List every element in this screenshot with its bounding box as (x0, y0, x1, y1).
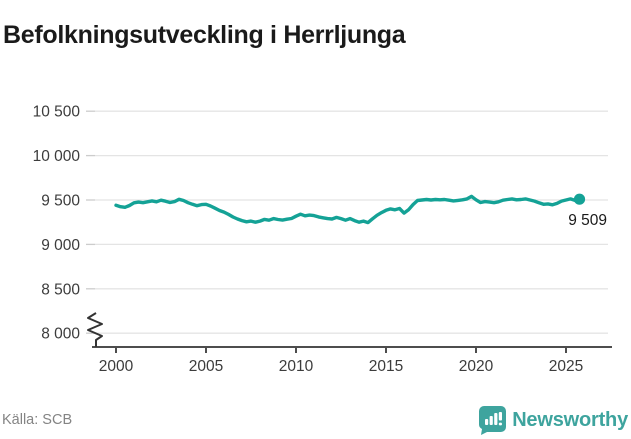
source-label: Källa: SCB (2, 412, 73, 428)
chart-title: Befolkningsutveckling i Herrljunga (3, 20, 406, 49)
x-tick-label: 2020 (459, 358, 494, 375)
newsworthy-logo-link[interactable]: Newsworthy (479, 405, 628, 435)
y-tick-label: 9 500 (41, 193, 80, 210)
y-tick-label: 10 000 (33, 148, 81, 165)
end-value-label: 9 509 (568, 212, 607, 229)
end-point-marker (573, 193, 586, 205)
newsworthy-icon (479, 405, 507, 435)
axis-break-icon (87, 312, 103, 347)
x-tick-label: 2015 (369, 358, 403, 375)
newsworthy-icon-bars (485, 411, 503, 425)
x-tick-label: 2025 (549, 358, 583, 375)
newsworthy-wordmark: Newsworthy (512, 408, 628, 431)
chart-footer: Källa: SCB Newsworthy (0, 403, 631, 437)
x-tick-label: 2010 (279, 358, 314, 375)
y-tick-label: 10 500 (33, 104, 81, 121)
y-tick-label: 8 500 (41, 281, 80, 298)
y-tick-label: 8 000 (41, 326, 80, 343)
x-tick-label: 2005 (189, 358, 223, 375)
x-tick-label: 2000 (99, 358, 134, 375)
population-line (114, 194, 582, 225)
y-tick-label: 9 000 (41, 237, 80, 254)
